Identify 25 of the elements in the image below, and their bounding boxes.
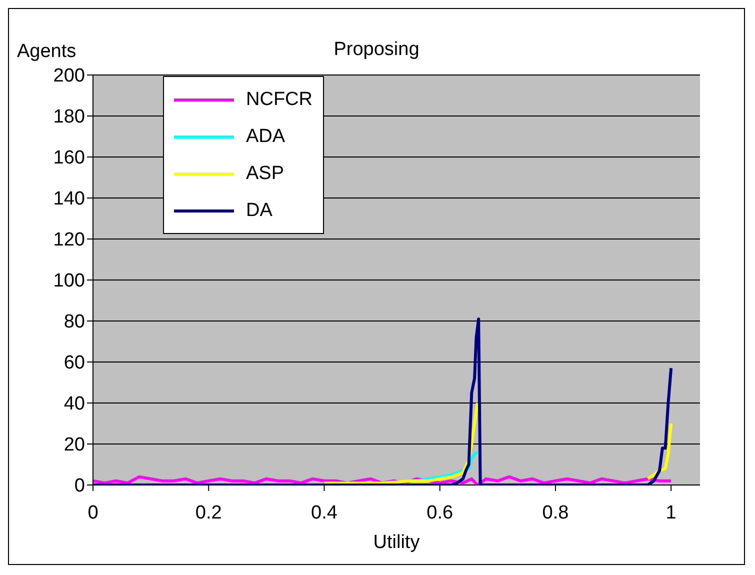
x-tick-label: 0.6	[426, 502, 454, 524]
y-tick-label: 200	[53, 66, 85, 87]
legend-label: ASP	[246, 162, 284, 184]
y-axis-title: Agents	[17, 41, 76, 63]
y-tick-label: 180	[53, 106, 85, 128]
y-tick-label: 120	[53, 230, 85, 251]
y-tick-label: 160	[53, 148, 85, 169]
x-tick-label: 0.2	[195, 502, 222, 524]
chart-title: Proposing	[334, 39, 420, 60]
x-tick-label: 0.8	[542, 502, 569, 524]
y-tick-label: 80	[64, 312, 85, 333]
y-tick-label: 60	[64, 352, 85, 374]
y-tick-label: 20	[64, 434, 85, 456]
legend-label: NCFCR	[246, 88, 312, 110]
y-tick-label: 140	[53, 188, 85, 210]
y-tick-label: 100	[53, 270, 85, 292]
legend-label: DA	[246, 200, 272, 222]
x-tick-label: 0	[88, 502, 98, 524]
legend-label: ADA	[246, 126, 286, 148]
y-tick-label: 40	[64, 394, 85, 415]
x-tick-label: 0.4	[311, 502, 338, 524]
line-series	[93, 317, 673, 485]
x-tick-label: 1	[666, 502, 676, 524]
x-axis-title: Utility	[372, 532, 421, 554]
y-tick-label: 0	[74, 476, 85, 497]
